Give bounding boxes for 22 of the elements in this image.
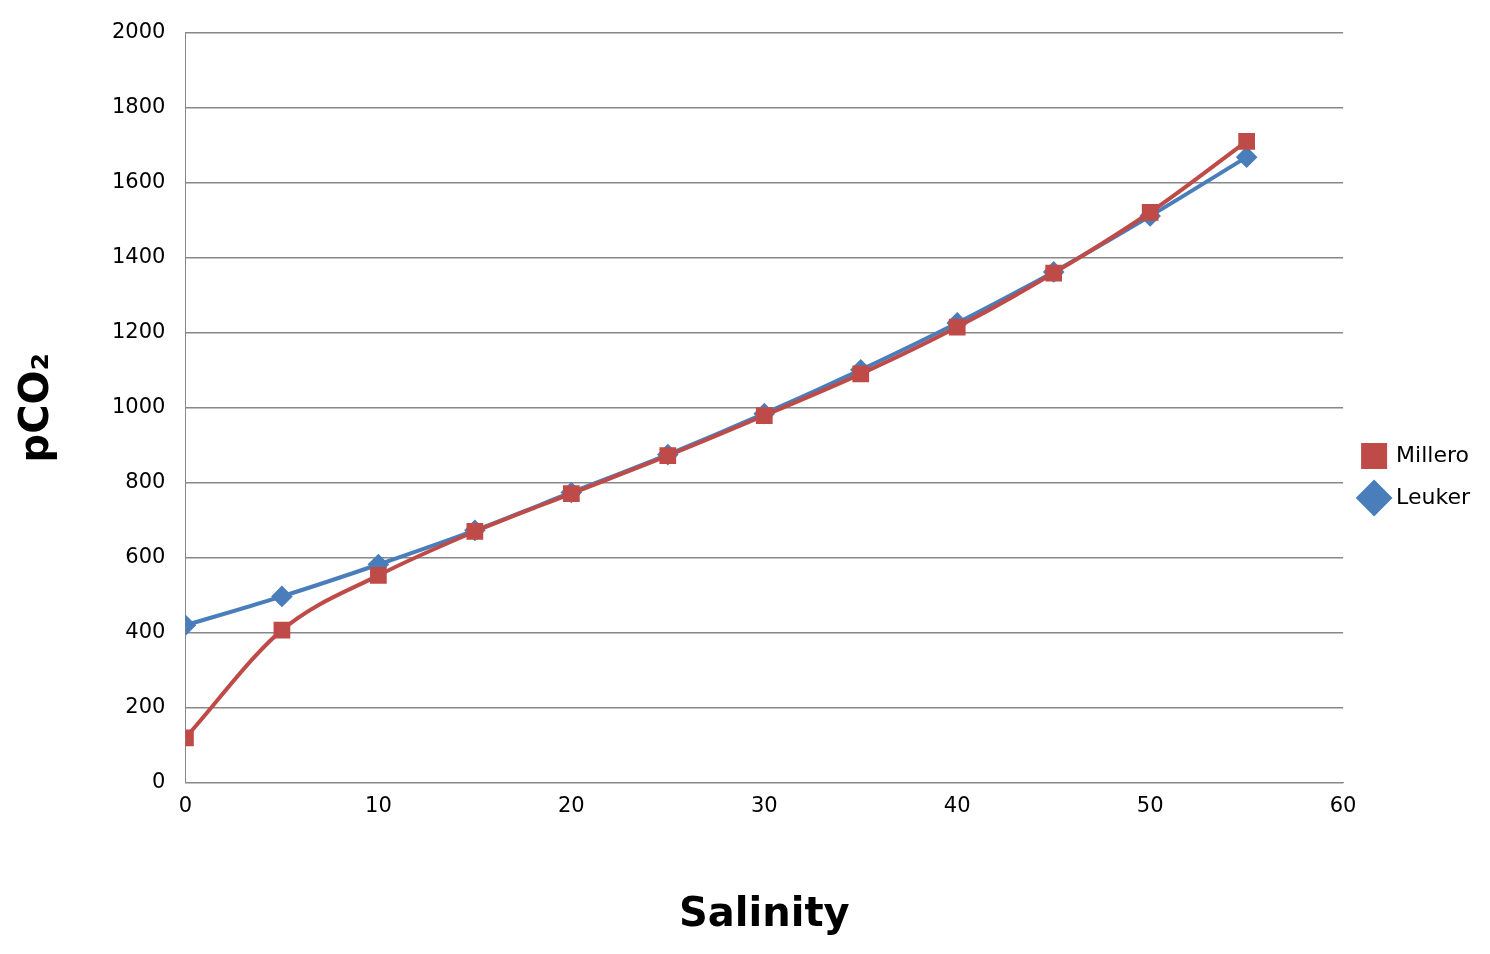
y-tick-label: 800	[125, 469, 166, 494]
y-tick-label: 400	[125, 619, 166, 644]
x-tick-label: 30	[750, 792, 778, 817]
x-tick-label: 60	[1329, 792, 1357, 817]
y-tick-label: 1200	[111, 319, 166, 344]
y-tick-label: 200	[125, 694, 166, 719]
y-tick-label: 1400	[111, 244, 166, 269]
y-tick-label: 1000	[111, 394, 166, 419]
y-tick-label: 1600	[111, 169, 166, 194]
legend-label: Leuker	[1396, 483, 1471, 509]
y-tick-label: 600	[125, 544, 166, 569]
y-axis-title: pCO₂	[11, 352, 58, 463]
x-tick-label: 10	[365, 792, 392, 817]
y-tick-label: 0	[152, 769, 166, 794]
x-axis-title: Salinity	[678, 889, 850, 936]
x-tick-label: 50	[1136, 792, 1164, 817]
y-tick-label: 1800	[111, 94, 166, 119]
x-tick-label: 20	[557, 792, 585, 817]
x-tick-label: 0	[178, 792, 193, 817]
y-tick-label: 2000	[111, 19, 166, 44]
x-tick-label: 40	[943, 792, 971, 817]
legend-label: Millero	[1396, 441, 1469, 467]
